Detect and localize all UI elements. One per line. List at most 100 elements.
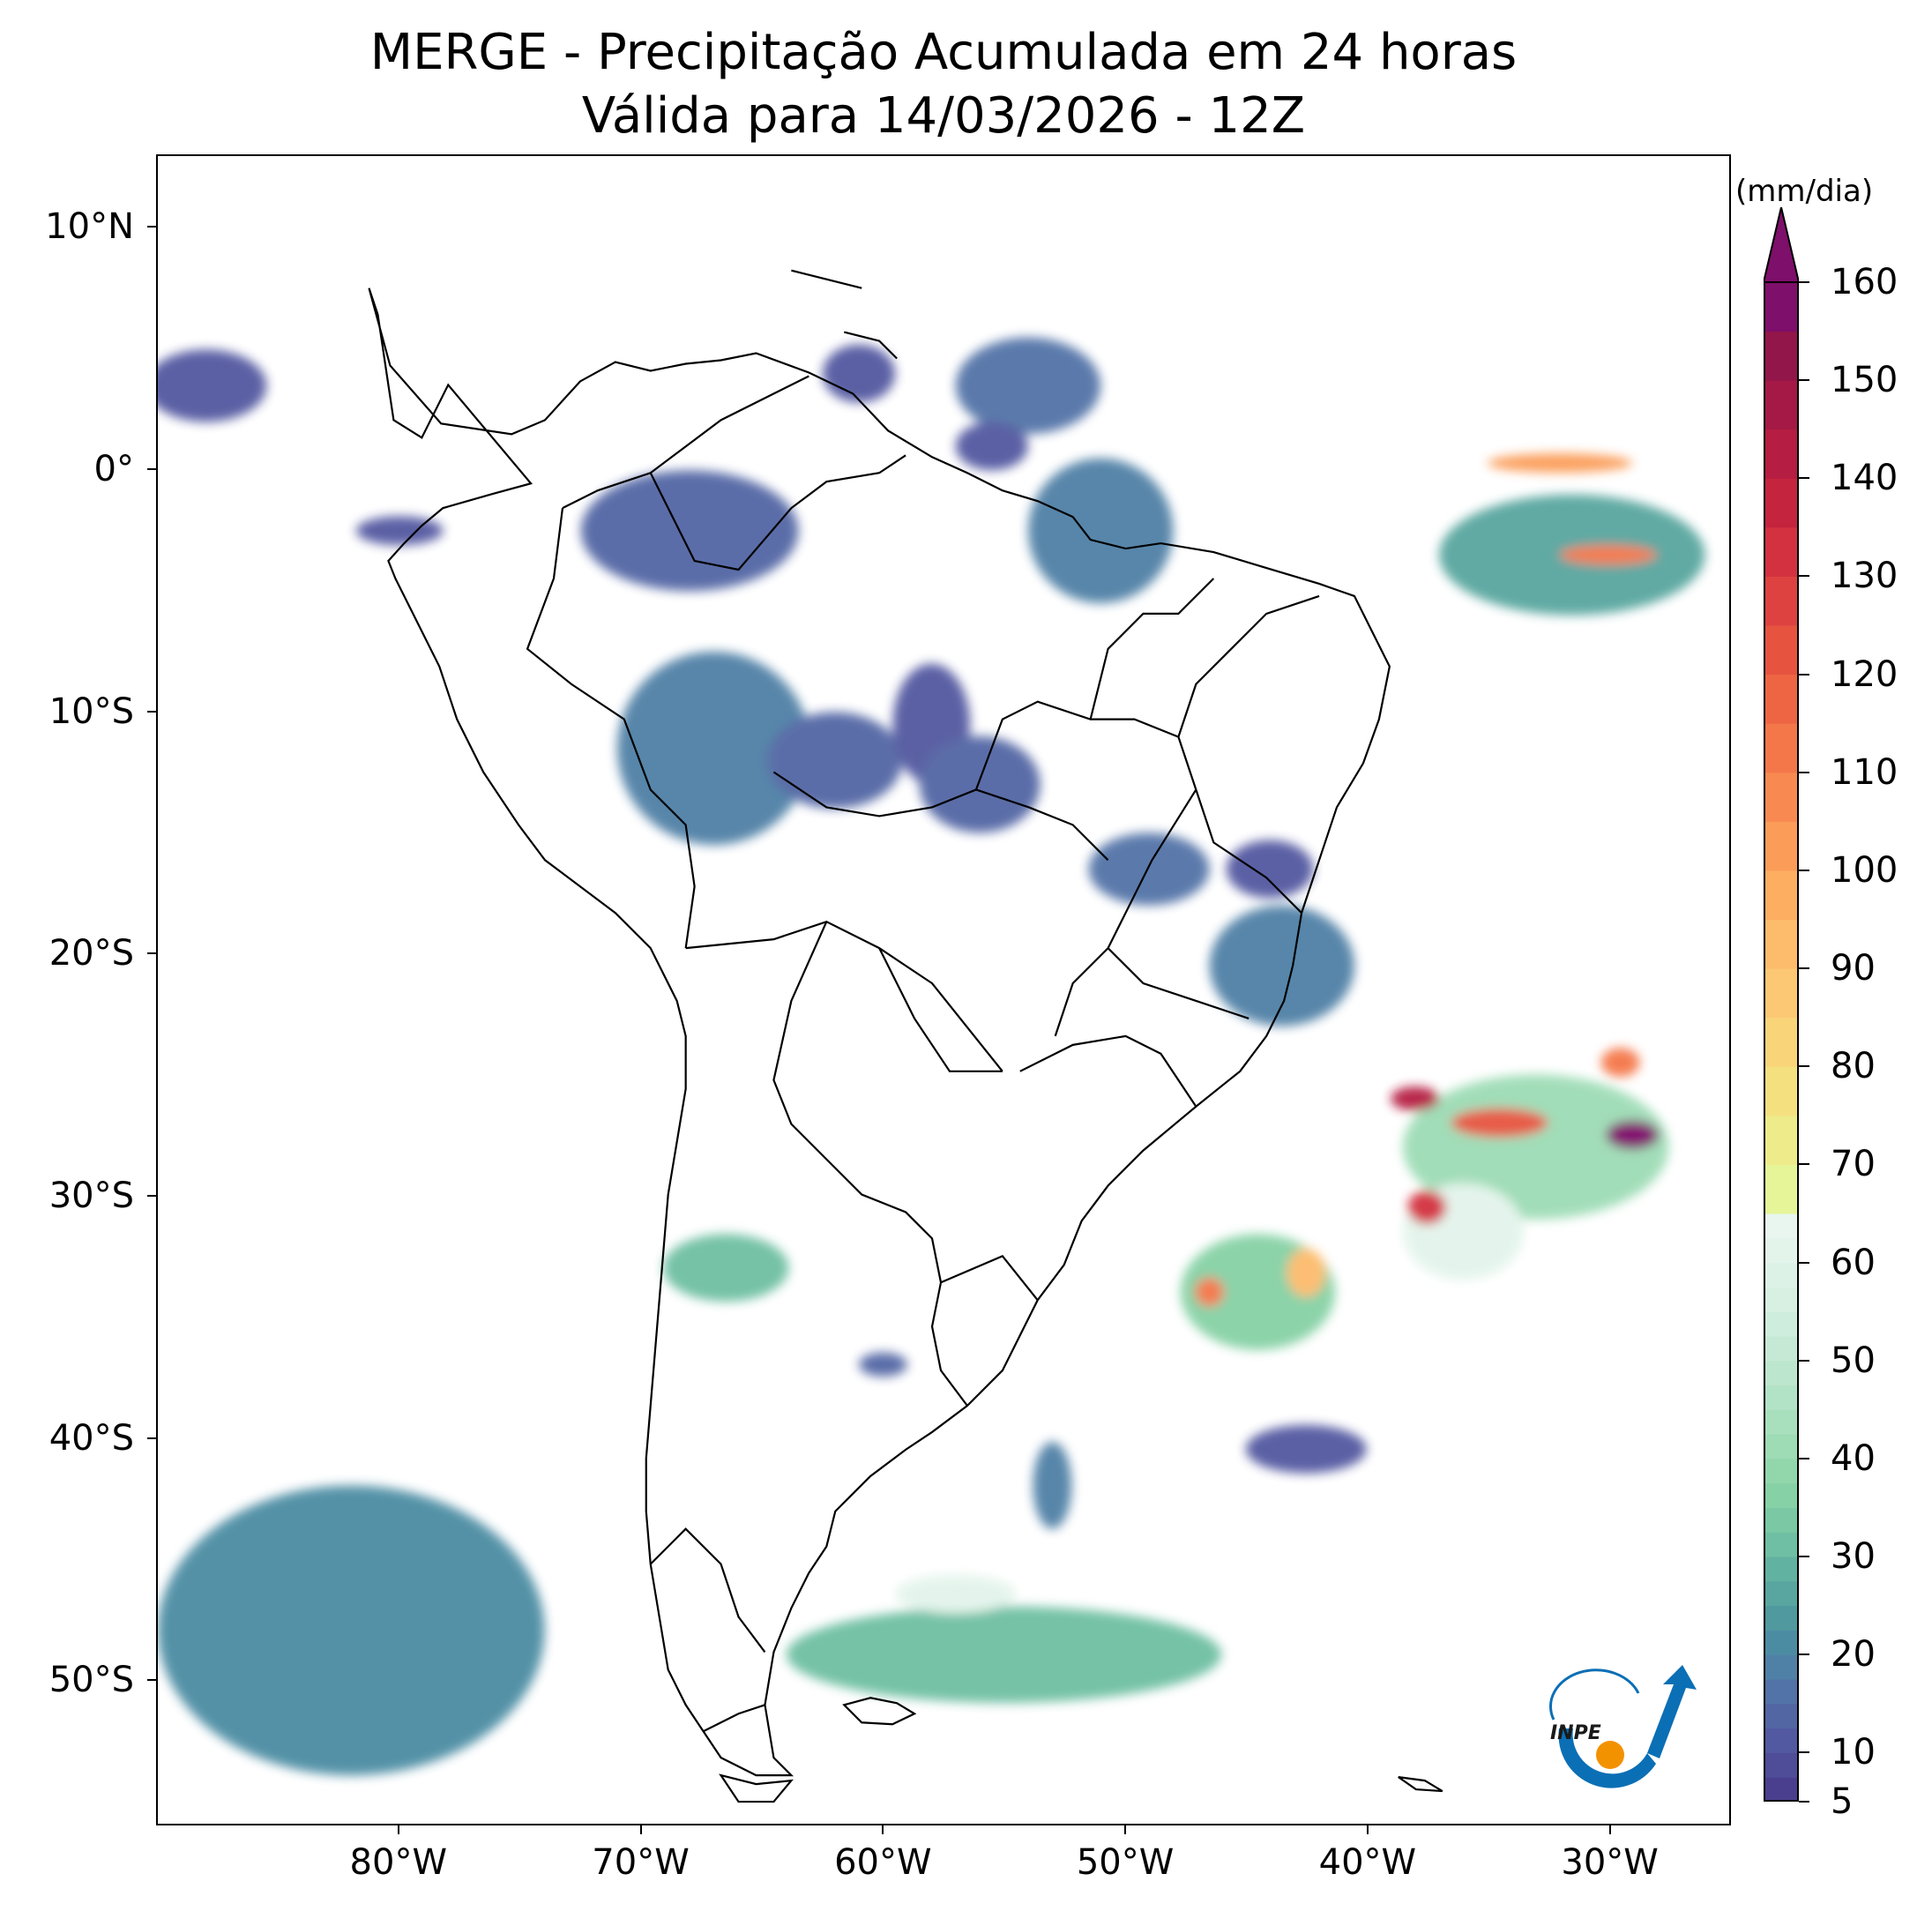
precip-cell <box>786 1606 1222 1703</box>
precip-cell <box>1209 905 1355 1026</box>
colorbar-segment <box>1764 821 1799 871</box>
lon-tick <box>1124 1825 1127 1834</box>
lat-tick <box>147 1679 156 1682</box>
lon-tick <box>1608 1825 1611 1834</box>
logo-text: INPE <box>1550 1722 1601 1744</box>
lat-tick-label: 50°S <box>48 1660 134 1701</box>
lat-tick-label: 10°S <box>48 690 134 732</box>
colorbar-segment <box>1764 1385 1799 1410</box>
precip-cell <box>859 1352 907 1377</box>
colorbar-segment <box>1764 968 1799 1019</box>
precipitation-map <box>158 269 1705 1803</box>
precip-cell <box>1402 1074 1669 1220</box>
lon-tick <box>639 1825 642 1834</box>
colorbar-segment <box>1764 526 1799 577</box>
colorbar-tick-label: 40 <box>1831 1437 1876 1479</box>
colorbar-tick <box>1799 673 1809 676</box>
colorbar-tick-label: 140 <box>1831 458 1898 499</box>
colorbar-segment <box>1764 625 1799 676</box>
colorbar-outline <box>1764 281 1799 1802</box>
colorbar-segment <box>1764 1262 1799 1288</box>
logo-arrow-icon <box>1647 1665 1697 1758</box>
colorbar-tick <box>1799 1556 1809 1558</box>
tierra-del-fuego <box>719 1773 794 1803</box>
precip-cell <box>158 1485 545 1776</box>
colorbar-segment <box>1764 1752 1799 1778</box>
colorbar-tick-label: 150 <box>1831 360 1898 401</box>
country-borders <box>526 375 1320 1733</box>
lat-tick-label: 20°S <box>48 933 134 974</box>
colorbar-tick <box>1799 1261 1809 1264</box>
colorbar-tick <box>1799 477 1809 480</box>
precip-cell <box>1287 1248 1326 1297</box>
colorbar-segment <box>1764 331 1799 381</box>
colorbar-tick <box>1799 575 1809 578</box>
lat-tick <box>147 710 156 713</box>
lat-tick-label: 30°S <box>48 1175 134 1216</box>
lat-tick <box>147 952 156 955</box>
colorbar-tick <box>1799 379 1809 382</box>
precipitation-layer <box>158 337 1705 1776</box>
map-frame <box>156 154 1731 1825</box>
colorbar-tick <box>1799 771 1809 773</box>
colorbar-tick-label: 100 <box>1831 849 1898 891</box>
colorbar-segment <box>1764 870 1799 921</box>
lon-tick <box>1366 1825 1369 1834</box>
precip-cell <box>158 349 267 422</box>
precip-cell <box>919 735 1041 833</box>
precip-cell <box>616 651 811 846</box>
colorbar-segment <box>1764 1507 1799 1533</box>
precip-cell <box>822 344 896 403</box>
lat-tick-label: 40°S <box>48 1417 134 1459</box>
precip-cell <box>1606 1120 1660 1150</box>
precip-cell <box>1245 1424 1367 1474</box>
precip-cell <box>1391 1086 1440 1111</box>
colorbar-segment <box>1764 1115 1799 1165</box>
lon-tick-label: 60°W <box>834 1842 932 1883</box>
colorbar-tick-label: 160 <box>1831 262 1898 302</box>
colorbar-segment <box>1764 1703 1799 1729</box>
colorbar-segment <box>1764 478 1799 528</box>
falkland-islands <box>842 1697 917 1726</box>
colorbar-segment <box>1764 576 1799 626</box>
colorbar-tick <box>1799 1653 1809 1656</box>
colorbar <box>1764 207 1799 1802</box>
colorbar-tick-label: 30 <box>1831 1536 1876 1578</box>
colorbar-tick <box>1799 1751 1809 1754</box>
colorbar-segment <box>1764 1164 1799 1214</box>
precip-cell <box>1560 545 1657 565</box>
colorbar-segment <box>1764 1556 1799 1582</box>
colorbar-segment <box>1764 674 1799 724</box>
lon-tick-label: 40°W <box>1318 1842 1417 1883</box>
map-title-line2: Válida para 14/03/2026 - 12Z <box>581 87 1306 145</box>
colorbar-segment <box>1764 1458 1799 1484</box>
map-title-line1: MERGE - Precipitação Acumulada em 24 hor… <box>369 24 1518 81</box>
colorbar-segment <box>1764 1335 1799 1362</box>
colorbar-segment <box>1764 772 1799 822</box>
colorbar-segment <box>1764 282 1799 332</box>
lat-tick <box>147 468 156 471</box>
colorbar-tick-label: 70 <box>1831 1144 1876 1185</box>
colorbar-extend-arrow <box>1764 207 1799 283</box>
lat-tick-label: 0° <box>93 449 134 490</box>
colorbar-segment <box>1764 919 1799 969</box>
colorbar-tick <box>1799 1065 1809 1068</box>
colorbar-segment <box>1764 429 1799 479</box>
precip-cell <box>1033 1441 1072 1529</box>
precip-cell <box>766 712 903 809</box>
colorbar-segment <box>1764 1654 1799 1680</box>
lon-tick-label: 30°W <box>1561 1842 1659 1883</box>
colorbar-segment <box>1764 1482 1799 1509</box>
colorbar-tick <box>1799 1163 1809 1166</box>
lat-tick-label: 10°N <box>45 206 134 248</box>
south-georgia <box>1398 1776 1443 1793</box>
colorbar-tick <box>1799 967 1809 970</box>
colorbar-segment <box>1764 723 1799 773</box>
colorbar-segment <box>1764 1777 1799 1802</box>
coastline-and-borders <box>368 269 1443 1803</box>
colorbar-segment <box>1764 1311 1799 1337</box>
colorbar-segment <box>1764 380 1799 430</box>
lat-tick <box>147 1437 156 1439</box>
lon-tick-label: 50°W <box>1076 1842 1175 1883</box>
colorbar-segment <box>1764 1580 1799 1607</box>
